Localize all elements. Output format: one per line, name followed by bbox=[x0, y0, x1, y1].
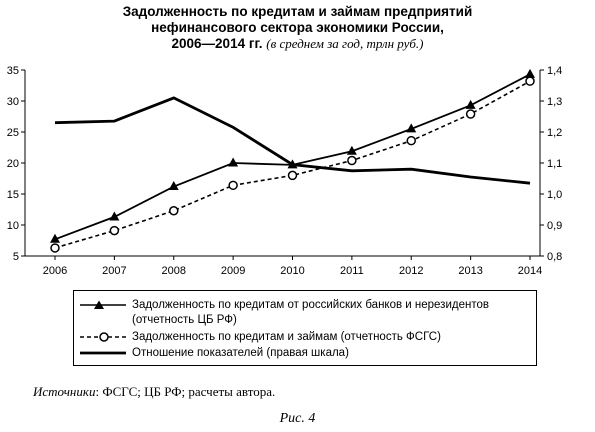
series-0-point bbox=[50, 233, 60, 243]
x-tick-label: 2012 bbox=[399, 265, 423, 277]
series-1-point bbox=[228, 180, 238, 191]
legend-label-fsgs: Задолженность по кредитам и займам (отче… bbox=[132, 331, 441, 343]
x-tick-label: 2009 bbox=[221, 265, 245, 277]
series-1-point bbox=[347, 155, 357, 166]
legend-item-fsgs: Задолженность по кредитам и займам (отче… bbox=[74, 329, 536, 345]
x-tick-label: 2013 bbox=[458, 265, 482, 277]
title-line-3: 2006—2014 гг. (в среднем за год, трлн ру… bbox=[0, 36, 595, 52]
series-1-point bbox=[169, 205, 179, 216]
title-line-2: нефинансового сектора экономики России, bbox=[151, 20, 444, 35]
series-0-point bbox=[228, 157, 239, 167]
right-tick-label: 1,2 bbox=[547, 127, 562, 139]
source-label: Источники bbox=[33, 384, 96, 399]
x-tick-label: 2008 bbox=[162, 265, 186, 277]
legend-swatch-ratio bbox=[80, 351, 126, 355]
left-tick-label: 20 bbox=[7, 158, 19, 170]
left-tick-label: 35 bbox=[7, 65, 19, 77]
legend-swatch-fsgs bbox=[80, 332, 126, 342]
legend-label-ratio: Отношение показателей (правая шкала) bbox=[132, 347, 349, 359]
figure-caption: Рис. 4 bbox=[279, 411, 316, 426]
right-tick-label: 1,3 bbox=[547, 96, 562, 108]
left-tick-label: 30 bbox=[7, 96, 19, 108]
right-tick-label: 0,9 bbox=[547, 220, 562, 232]
series-0-point bbox=[406, 123, 417, 133]
x-tick-label: 2007 bbox=[102, 265, 126, 277]
legend-item-banks: Задолженность по кредитам от российских … bbox=[74, 297, 536, 327]
legend-item-ratio: Отношение показателей (правая шкала) bbox=[74, 345, 536, 361]
series-line-2 bbox=[54, 96, 531, 185]
chart-title: Задолженность по кредитам и займам предп… bbox=[0, 4, 595, 52]
right-tick-label: 1,0 bbox=[547, 189, 562, 201]
x-tick-label: 2011 bbox=[340, 265, 364, 277]
series-1-point bbox=[287, 170, 298, 181]
series-line-0 bbox=[54, 73, 531, 241]
series-1-point bbox=[50, 243, 60, 253]
x-tick-label: 2010 bbox=[280, 265, 304, 277]
series-0-point bbox=[109, 211, 120, 221]
left-tick-label: 10 bbox=[7, 220, 19, 232]
series-0-point bbox=[525, 68, 535, 78]
series-0-point bbox=[168, 181, 179, 191]
line-chart: 5 10 15 20 25 30 35 0,8 0,9 1,0 1,1 1,2 1,3 1,4 2006 20… bbox=[7, 65, 563, 277]
left-tick-label: 15 bbox=[7, 189, 19, 201]
left-tick-label: 25 bbox=[7, 127, 19, 139]
series-0-point bbox=[346, 145, 357, 155]
series-line-1 bbox=[54, 80, 531, 249]
x-tick-label: 2006 bbox=[43, 265, 67, 277]
title-line-1: Задолженность по кредитам и займам предп… bbox=[122, 4, 473, 19]
right-tick-label: 1,4 bbox=[547, 65, 562, 77]
series-1-point bbox=[525, 76, 535, 86]
x-tick-label: 2014 bbox=[518, 265, 542, 277]
left-tick-label: 5 bbox=[13, 251, 19, 263]
title-units: (в среднем за год, трлн руб.) bbox=[266, 36, 424, 51]
source-text: : ФСГС; ЦБ РФ; расчеты автора. bbox=[95, 384, 276, 399]
series-1-point bbox=[406, 135, 416, 146]
series-1-point bbox=[465, 109, 476, 119]
series-1-point bbox=[109, 225, 120, 236]
title-years: 2006—2014 гг. bbox=[171, 36, 263, 51]
legend: Задолженность по кредитам от российских … bbox=[73, 290, 537, 366]
source-note: Источники: ФСГС; ЦБ РФ; расчеты автора. bbox=[33, 384, 275, 400]
series-0-point bbox=[465, 99, 476, 109]
right-tick-label: 0,8 bbox=[547, 251, 562, 263]
right-tick-label: 1,1 bbox=[547, 158, 562, 170]
legend-label-banks: Задолженность по кредитам от российских … bbox=[132, 299, 489, 326]
legend-swatch-banks bbox=[80, 300, 126, 309]
